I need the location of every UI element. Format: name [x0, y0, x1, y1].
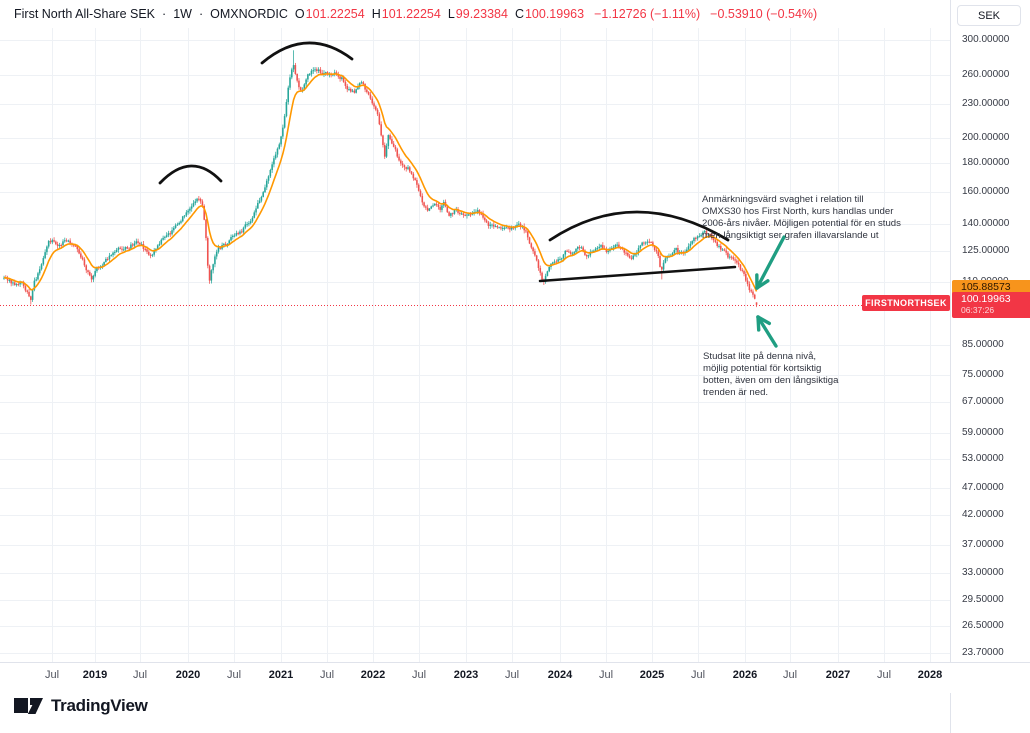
change-absolute: −1.12726 (−1.11%)	[594, 7, 701, 21]
price-tick-label: 85.00000	[962, 338, 1004, 350]
time-axis-year-label: 2020	[175, 669, 201, 681]
time-axis-year-label: 2028	[917, 669, 943, 681]
interval-label[interactable]: 1W	[173, 7, 192, 21]
time-axis-month-label: Jul	[598, 669, 614, 681]
price-tick-label: 180.00000	[962, 157, 1010, 169]
time-axis-month-label: Jul	[44, 669, 60, 681]
price-tick-label: 47.00000	[962, 481, 1004, 493]
time-axis-month-label: Jul	[504, 669, 520, 681]
separator: ·	[162, 7, 167, 21]
high-value: H 101.22254	[371, 7, 441, 21]
annotation-note-bounce[interactable]: Studsat lite på denna nivå, möjlig poten…	[703, 351, 839, 398]
change-secondary: −0.53910 (−0.54%)	[710, 7, 818, 21]
last-price-axis-label: 100.19963 06:37:26	[952, 292, 1030, 319]
time-axis-year-label: 2025	[639, 669, 665, 681]
price-tick-label: 42.00000	[962, 508, 1004, 520]
price-tick-label: 23.70000	[962, 646, 1004, 658]
price-tick-label: 300.00000	[962, 33, 1010, 45]
time-axis-year-label: 2027	[825, 669, 851, 681]
time-axis-month-label: Jul	[690, 669, 706, 681]
low-value: L 99.23384	[447, 7, 508, 21]
price-tick-label: 67.00000	[962, 395, 1004, 407]
time-axis-month-label: Jul	[411, 669, 427, 681]
price-tick-label: 200.00000	[962, 131, 1010, 143]
exchange-label: OMXNORDIC	[210, 7, 288, 21]
time-axis-year-label: 2024	[547, 669, 573, 681]
price-tick-label: 230.00000	[962, 98, 1010, 110]
open-value: O 101.22254	[294, 7, 365, 21]
time-axis-year-label: 2019	[82, 669, 108, 681]
price-tick-label: 59.00000	[962, 426, 1004, 438]
symbol-title[interactable]: First North All-Share SEK	[14, 7, 156, 21]
ma-value-axis-label: 105.88573	[952, 279, 1030, 295]
tradingview-logo[interactable]: TradingView	[13, 694, 148, 718]
price-tick-label: 160.00000	[962, 185, 1010, 197]
time-axis-year-label: 2023	[453, 669, 479, 681]
tradingview-logo-text: TradingView	[51, 696, 148, 715]
currency-button[interactable]: SEK	[957, 5, 1021, 26]
bar-countdown: 06:37:26	[961, 305, 995, 316]
chart-legend: First North All-Share SEK · 1W · OMXNORD…	[14, 7, 817, 21]
annotation-note-weakness[interactable]: Anmärkningsvärd svaghet i relation till …	[702, 194, 901, 241]
price-tick-label: 37.00000	[962, 539, 1004, 551]
time-axis-month-label: Jul	[226, 669, 242, 681]
last-price-value: 100.19963	[961, 292, 1011, 305]
time-axis-month-label: Jul	[876, 669, 892, 681]
price-tick-label: 140.00000	[962, 218, 1010, 230]
time-axis-month-label: Jul	[319, 669, 335, 681]
time-axis-month-label: Jul	[782, 669, 798, 681]
time-axis[interactable]: Jul 2019 Jul 2020 Jul 2021 Jul 2022 Jul 2023 Jul 20…	[0, 662, 1030, 693]
symbol-price-flag[interactable]: FIRSTNORTHSEK	[862, 294, 950, 311]
time-axis-year-label: 2021	[268, 669, 294, 681]
time-axis-year-label: 2022	[360, 669, 386, 681]
price-tick-label: 26.50000	[962, 619, 1004, 631]
time-axis-year-label: 2026	[732, 669, 758, 681]
price-tick-label: 260.00000	[962, 68, 1010, 80]
price-axis[interactable]: SEK 300.00000 260.00000 230.00000 200.00000…	[950, 0, 1030, 733]
tradingview-logo-icon	[14, 698, 43, 714]
price-tick-label: 53.00000	[962, 452, 1004, 464]
time-axis-month-label: Jul	[132, 669, 148, 681]
price-tick-label: 33.00000	[962, 566, 1004, 578]
price-tick-label: 75.00000	[962, 368, 1004, 380]
price-tick-label: 125.00000	[962, 245, 1010, 257]
separator: ·	[198, 7, 204, 21]
price-tick-label: 29.50000	[962, 594, 1004, 606]
close-value: C 100.19963	[514, 7, 585, 21]
